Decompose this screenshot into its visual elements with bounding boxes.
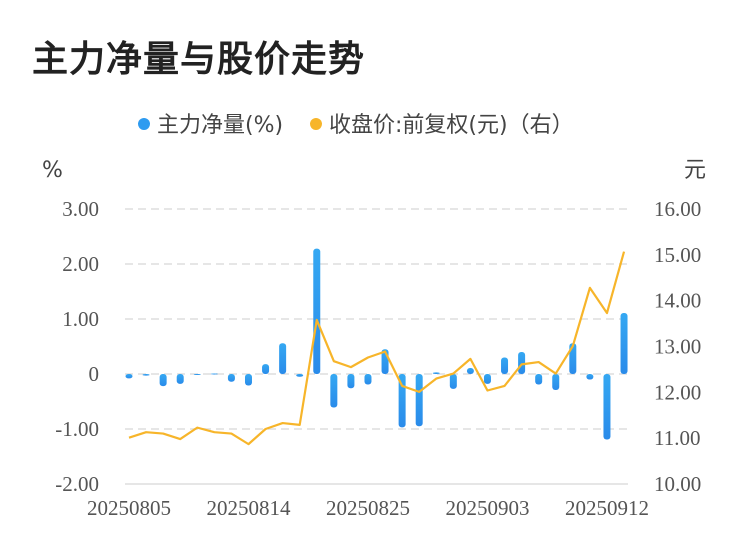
left-tick-label: 2.00 [62, 252, 99, 276]
bar-20250815 [262, 364, 270, 374]
bar-20250825 [364, 374, 372, 385]
bar-20250807 [159, 374, 167, 387]
bar-20250908 [535, 374, 543, 385]
bar-20250818 [279, 343, 287, 374]
legend-bar-label: 主力净量(%) [157, 113, 283, 138]
bar-20250805 [125, 374, 133, 379]
bar-20250905 [518, 352, 526, 374]
bar-20250901 [449, 374, 457, 389]
bar-20250904 [501, 357, 509, 374]
bar-20250903 [483, 374, 491, 384]
x-tick-label: 20250903 [445, 496, 529, 520]
bar-20250822 [347, 374, 355, 389]
right-tick-label: 14.00 [654, 289, 701, 313]
bar-20250912 [603, 374, 611, 440]
bar-20250806 [142, 374, 150, 376]
left-axis-unit: % [42, 158, 63, 183]
right-tick-label: 16.00 [654, 197, 701, 221]
right-tick-label: 11.00 [654, 426, 700, 450]
x-tick-label: 20250805 [87, 496, 171, 520]
bar-20250814 [244, 374, 252, 386]
bar-20250811 [193, 374, 201, 375]
bar-20250902 [466, 367, 474, 374]
chart-title: 主力净量与股价走势 [32, 39, 366, 80]
bar-20250915 [620, 312, 628, 374]
legend-line-marker [310, 118, 322, 130]
legend-line-label: 收盘价:前复权(元)（右） [329, 113, 574, 138]
left-tick-label: 1.00 [62, 307, 99, 331]
right-tick-label: 10.00 [654, 472, 701, 496]
left-tick-label: 3.00 [62, 197, 99, 221]
bar-20250813 [227, 374, 235, 382]
bar-20250808 [176, 374, 184, 384]
right-tick-label: 12.00 [654, 380, 701, 404]
bar-20250829 [432, 372, 440, 374]
bar-20250812 [210, 373, 218, 375]
bar-20250911 [586, 374, 594, 380]
x-tick-label: 20250814 [206, 496, 291, 520]
x-tick-label: 20250825 [326, 496, 410, 520]
price-line [128, 251, 626, 446]
bar-20250909 [552, 374, 560, 390]
right-axis-unit: 元 [684, 158, 706, 183]
x-tick-label: 20250912 [565, 496, 649, 520]
right-tick-label: 15.00 [654, 243, 701, 267]
bar-20250828 [415, 374, 423, 427]
bar-20250820 [313, 248, 321, 374]
legend-bar-marker [138, 118, 150, 130]
left-tick-label: -1.00 [55, 417, 99, 441]
bar-20250819 [296, 374, 304, 377]
left-tick-label: 0 [89, 362, 100, 386]
left-tick-label: -2.00 [55, 472, 99, 496]
bar-20250821 [330, 374, 338, 408]
right-tick-label: 13.00 [654, 335, 701, 359]
